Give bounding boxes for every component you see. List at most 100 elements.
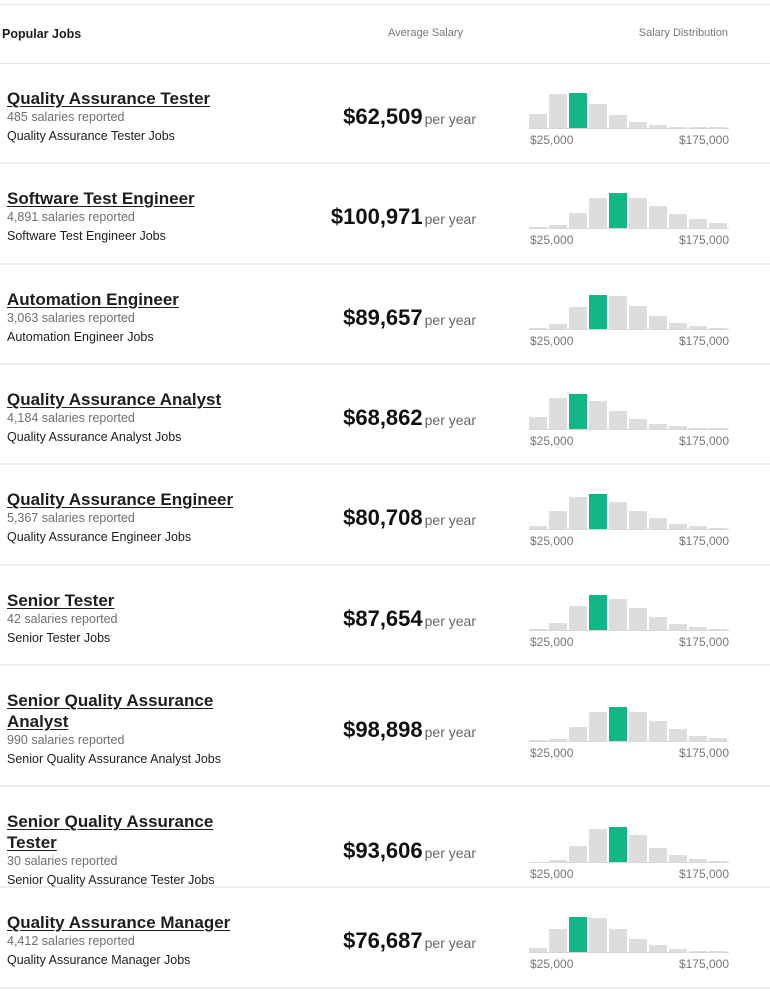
job-title-link[interactable]: Quality Assurance Manager xyxy=(7,913,231,932)
distribution-bar xyxy=(529,948,547,952)
distribution-bar xyxy=(549,225,567,228)
job-list: Quality Assurance Tester 485 salaries rep… xyxy=(0,64,770,989)
distribution-bar xyxy=(709,127,727,128)
distribution-bar xyxy=(529,328,547,329)
salaries-reported-count: 4,412 salaries reported xyxy=(7,934,135,948)
salary-period: per year xyxy=(424,724,476,740)
salary-amount: $98,898 xyxy=(343,717,423,742)
distribution-bar xyxy=(669,214,687,228)
distribution-bars xyxy=(529,393,729,430)
salary-distribution-chart: $25,000 $175,000 xyxy=(529,705,729,760)
distribution-bar xyxy=(649,316,667,329)
job-title-link[interactable]: Senior Tester xyxy=(7,591,115,610)
distribution-bar xyxy=(689,127,707,128)
distribution-bar xyxy=(549,511,567,529)
salaries-reported-count: 30 salaries reported xyxy=(7,854,118,868)
job-listings-link[interactable]: Quality Assurance Manager Jobs xyxy=(7,953,191,967)
distribution-bar xyxy=(709,428,727,429)
distribution-bars xyxy=(529,705,729,742)
distribution-bar xyxy=(629,835,647,862)
distribution-bars xyxy=(529,192,729,229)
job-title-link[interactable]: Quality Assurance Tester xyxy=(7,89,211,108)
table-header: Popular Jobs Average Salary Salary Distr… xyxy=(0,5,770,64)
average-salary: $76,687 per year xyxy=(343,928,476,954)
distribution-bar xyxy=(569,846,587,862)
job-title-link[interactable]: Senior Quality Assurance Tester xyxy=(7,812,214,852)
distribution-bar xyxy=(649,424,667,429)
distribution-bar xyxy=(709,861,727,862)
job-listings-link[interactable]: Software Test Engineer Jobs xyxy=(7,229,166,243)
job-row: Automation Engineer 3,063 salaries report… xyxy=(0,265,770,365)
job-listings-link[interactable]: Quality Assurance Tester Jobs xyxy=(7,129,175,143)
job-listings-link[interactable]: Quality Assurance Engineer Jobs xyxy=(7,530,192,544)
salary-period: per year xyxy=(424,512,476,528)
distribution-bar xyxy=(629,712,647,741)
job-listings-link[interactable]: Automation Engineer Jobs xyxy=(7,330,154,344)
distribution-bars xyxy=(529,826,729,863)
distribution-bar xyxy=(589,401,607,429)
distribution-bars xyxy=(529,293,729,330)
salary-amount: $68,862 xyxy=(343,405,423,430)
distribution-bar xyxy=(669,426,687,429)
distribution-bar xyxy=(569,307,587,329)
job-title-link[interactable]: Software Test Engineer xyxy=(7,189,195,208)
distribution-bar xyxy=(569,497,587,529)
distribution-bar xyxy=(549,94,567,128)
axis-max-label: $175,000 xyxy=(678,957,729,971)
distribution-bar-current xyxy=(609,193,627,228)
salaries-reported-count: 5,367 salaries reported xyxy=(7,511,135,525)
distribution-bar xyxy=(629,198,647,228)
distribution-bar xyxy=(529,526,547,529)
salary-distribution-chart: $25,000 $175,000 xyxy=(529,493,729,548)
salary-period: per year xyxy=(424,613,476,629)
distribution-bar xyxy=(609,411,627,429)
axis-max-label: $175,000 xyxy=(678,867,729,881)
axis-min-label: $25,000 xyxy=(530,233,574,247)
distribution-bar xyxy=(669,524,687,529)
axis-min-label: $25,000 xyxy=(530,434,574,448)
job-listings-link[interactable]: Quality Assurance Analyst Jobs xyxy=(7,430,182,444)
average-salary: $87,654 per year xyxy=(343,606,476,632)
axis-min-label: $25,000 xyxy=(530,867,574,881)
job-title-link[interactable]: Automation Engineer xyxy=(7,290,179,309)
average-salary: $62,509 per year xyxy=(343,104,476,130)
distribution-bar xyxy=(629,419,647,429)
job-listings-link[interactable]: Senior Tester Jobs xyxy=(7,631,111,645)
salary-distribution-chart: $25,000 $175,000 xyxy=(529,916,729,971)
distribution-bar xyxy=(529,740,547,741)
distribution-bar xyxy=(549,929,567,952)
salary-distribution-chart: $25,000 $175,000 xyxy=(529,594,729,649)
axis-max-label: $175,000 xyxy=(678,635,729,649)
distribution-bar xyxy=(529,227,547,228)
job-row: Software Test Engineer 4,891 salaries rep… xyxy=(0,164,770,265)
distribution-bar xyxy=(689,627,707,630)
salary-period: per year xyxy=(424,211,476,227)
job-listings-link[interactable]: Senior Quality Assurance Tester Jobs xyxy=(7,873,215,887)
axis-min-label: $25,000 xyxy=(530,534,574,548)
job-title-link[interactable]: Quality Assurance Analyst xyxy=(7,390,222,409)
salary-distribution-chart: $25,000 $175,000 xyxy=(529,393,729,448)
distribution-bar-current xyxy=(569,394,587,429)
distribution-bar xyxy=(649,617,667,630)
distribution-bar xyxy=(589,918,607,952)
distribution-bar xyxy=(649,518,667,529)
average-salary: $98,898 per year xyxy=(343,717,476,743)
distribution-bar-current xyxy=(609,827,627,862)
job-title-link[interactable]: Quality Assurance Engineer xyxy=(7,490,234,509)
axis-min-label: $25,000 xyxy=(530,635,574,649)
distribution-bar xyxy=(669,855,687,862)
distribution-bar xyxy=(549,398,567,429)
axis-min-label: $25,000 xyxy=(530,334,574,348)
salary-distribution-chart: $25,000 $175,000 xyxy=(529,192,729,247)
average-salary: $93,606 per year xyxy=(343,838,476,864)
job-row: Quality Assurance Engineer 5,367 salaries… xyxy=(0,465,770,566)
job-title-link[interactable]: Senior Quality Assurance Analyst xyxy=(7,691,214,731)
salary-amount: $87,654 xyxy=(343,606,423,631)
job-row: Quality Assurance Manager 4,412 salaries … xyxy=(0,888,770,989)
axis-min-label: $25,000 xyxy=(530,746,574,760)
distribution-bar xyxy=(669,624,687,630)
distribution-bars xyxy=(529,594,729,631)
job-listings-link[interactable]: Senior Quality Assurance Analyst Jobs xyxy=(7,752,222,766)
distribution-bars xyxy=(529,92,729,129)
job-row: Senior Quality Assurance Analyst 990 sala… xyxy=(0,666,770,787)
